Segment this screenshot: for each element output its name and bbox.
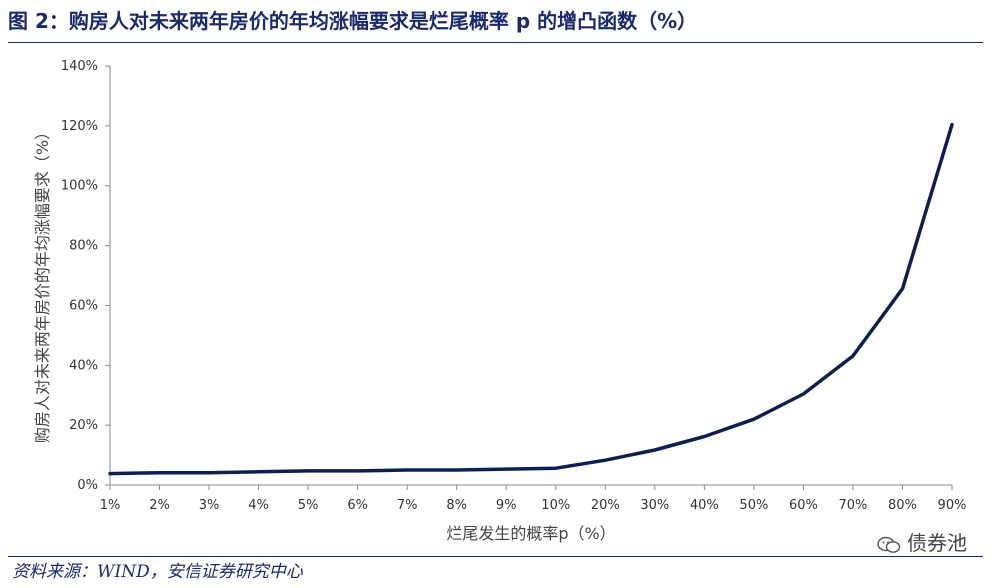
x-tick-label: 7% <box>397 498 418 513</box>
y-axis: 0% 20% 40% 60% 80% 100% 120% 140% <box>61 59 111 493</box>
x-tick-label: 4% <box>248 498 269 513</box>
footer-divider <box>8 556 983 557</box>
x-tick-label: 30% <box>640 498 669 513</box>
x-tick-label: 90% <box>938 498 967 513</box>
wechat-icon <box>877 536 901 553</box>
y-tick-label: 20% <box>69 418 98 433</box>
x-tick-label: 5% <box>298 498 319 513</box>
x-tick-label: 20% <box>591 498 620 513</box>
source-note: 资料来源：WIND，安信证券研究中心 <box>12 562 303 582</box>
y-tick-label: 60% <box>69 298 98 313</box>
series-layer <box>108 122 954 476</box>
line-chart: 0% 20% 40% 60% 80% 100% 120% 140% 1% 2% 3% 4% 5% 6% 7… <box>33 59 967 543</box>
x-tick-label: 2% <box>149 498 170 513</box>
x-axis-label: 烂尾发生的概率p（%） <box>446 524 615 543</box>
y-tick-label: 80% <box>69 239 98 254</box>
title-divider <box>8 42 983 43</box>
y-tick-label: 140% <box>61 59 98 74</box>
x-axis: 1% 2% 3% 4% 5% 6% 7% 8% 9% 10% 20% 30% 40% 50% 60% 70% 8… <box>100 484 967 513</box>
x-tick-label: 50% <box>739 498 768 513</box>
figure-title: 图 2：购房人对未来两年房价的年均涨幅要求是烂尾概率 p 的增凸函数（%） <box>8 9 698 33</box>
x-tick-label: 8% <box>446 498 467 513</box>
x-tick-label: 80% <box>888 498 917 513</box>
x-tick-label: 40% <box>690 498 719 513</box>
y-tick-label: 0% <box>77 478 98 493</box>
y-tick-label: 120% <box>61 119 98 134</box>
x-tick-label: 70% <box>838 498 867 513</box>
x-tick-label: 6% <box>347 498 368 513</box>
x-tick-label: 60% <box>789 498 818 513</box>
watermark: 债券池 <box>877 528 967 558</box>
watermark-text: 债券池 <box>907 531 967 555</box>
x-tick-label: 3% <box>199 498 220 513</box>
x-tick-label: 1% <box>100 498 121 513</box>
y-tick-label: 40% <box>69 358 98 373</box>
y-tick-label: 100% <box>61 179 98 194</box>
x-tick-label: 10% <box>541 498 570 513</box>
y-axis-label: 购房人对未来两年房价的年均涨幅要求（%） <box>33 124 52 443</box>
x-tick-label: 9% <box>496 498 517 513</box>
series-line <box>108 122 954 476</box>
